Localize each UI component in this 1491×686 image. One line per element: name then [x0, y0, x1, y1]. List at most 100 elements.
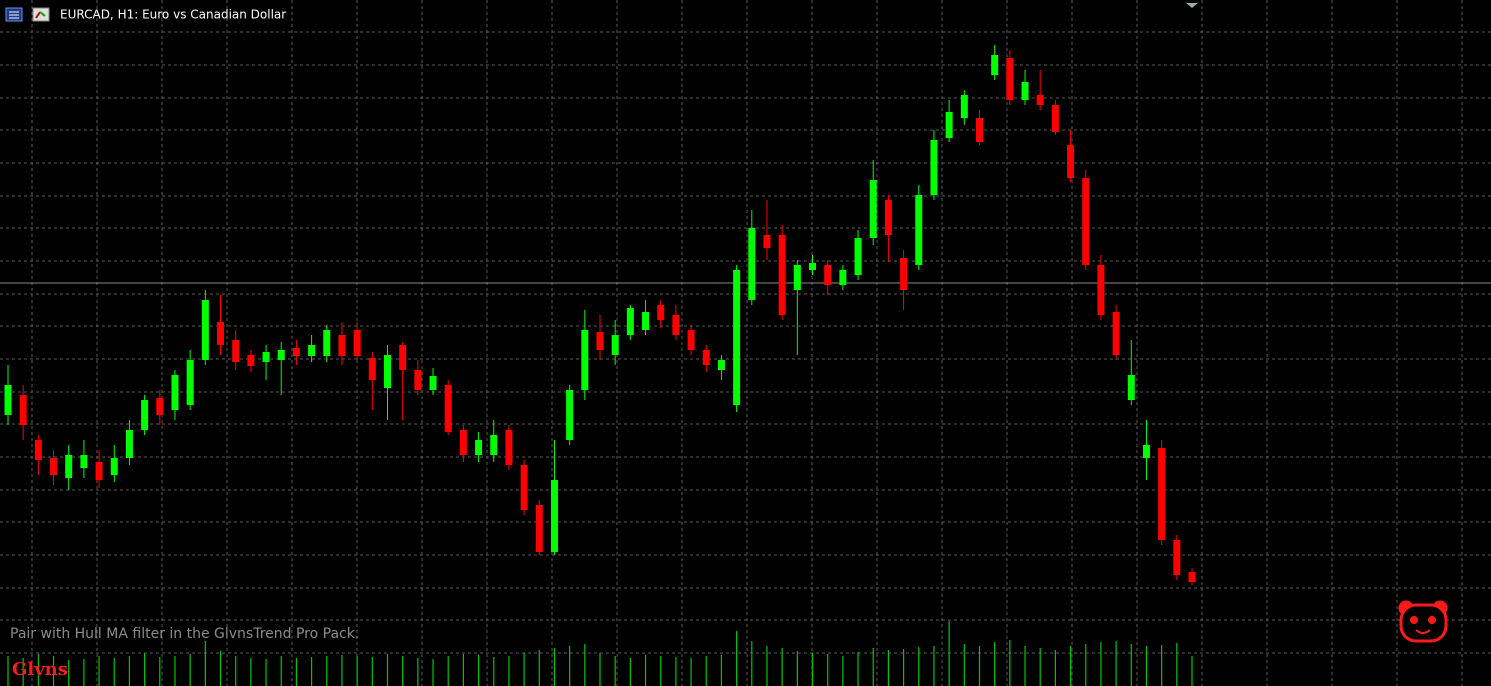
chart-title: EURCAD, H1: Euro vs Canadian Dollar [60, 8, 286, 22]
candle [1127, 340, 1135, 405]
candle-body [642, 312, 650, 330]
candle-body [65, 455, 73, 478]
candle-body [368, 358, 376, 380]
candle-body [1051, 105, 1059, 132]
candle [1006, 50, 1014, 105]
candle [733, 265, 741, 412]
candle [277, 342, 285, 395]
candle [642, 300, 650, 335]
candle [217, 295, 225, 355]
candle [444, 380, 452, 435]
candle-body [930, 140, 938, 195]
candle-body [1097, 265, 1105, 315]
candle [232, 330, 240, 370]
candle [1051, 100, 1059, 135]
candle [884, 195, 892, 262]
candle [95, 450, 103, 488]
candle [748, 210, 756, 305]
candle [824, 260, 832, 295]
candle-body [399, 345, 407, 370]
candle [156, 390, 164, 425]
candle [960, 90, 968, 125]
candle [915, 185, 923, 270]
candle [4, 365, 12, 425]
panda-icon [1398, 600, 1448, 643]
candle [687, 325, 695, 355]
candle [1158, 440, 1166, 545]
candle-body [1006, 58, 1014, 100]
candle [596, 315, 604, 360]
candle-body [323, 330, 331, 356]
panda-mouth [1415, 629, 1431, 634]
candle [520, 460, 528, 515]
candle [778, 225, 786, 320]
candle-body [1082, 178, 1090, 265]
candle [34, 435, 42, 475]
icon-line [39, 11, 46, 17]
candle-body [611, 335, 619, 355]
candle-body [975, 118, 983, 142]
candle [414, 360, 422, 395]
candle-body [733, 270, 741, 405]
candle [383, 345, 391, 420]
candle-body [672, 315, 680, 335]
candle [490, 420, 498, 462]
candle-body [991, 55, 999, 75]
candle-body [869, 180, 877, 238]
candle-body [171, 375, 179, 410]
candle-body [717, 360, 725, 370]
candle [991, 45, 999, 80]
candle-body [383, 355, 391, 388]
candle [869, 160, 877, 245]
candle-body [277, 350, 285, 360]
candle [945, 100, 953, 142]
candle-body [657, 305, 665, 320]
candle-body [793, 265, 801, 290]
candle [459, 425, 467, 462]
candle [839, 265, 847, 290]
candle [900, 250, 908, 310]
candle-body [201, 300, 209, 360]
candle [65, 445, 73, 490]
candle-body [459, 430, 467, 455]
candle [717, 355, 725, 380]
candle-body [960, 95, 968, 118]
candle [1067, 130, 1075, 182]
candle-body [156, 398, 164, 415]
candle [399, 342, 407, 420]
candle [247, 350, 255, 372]
chart-icon[interactable] [32, 7, 50, 22]
candle-body [444, 385, 452, 432]
candle-body [217, 322, 225, 345]
candle [1082, 170, 1090, 270]
candle-body [1142, 445, 1150, 458]
candle [657, 300, 665, 328]
candle-body [34, 440, 42, 460]
header-icons[interactable] [5, 7, 50, 22]
candle [1112, 305, 1120, 360]
candle [50, 450, 58, 485]
annotation: Pair with Hull MA filter in the GlvnsTre… [10, 626, 359, 642]
candle [626, 305, 634, 340]
candle-body [581, 330, 589, 390]
candle [702, 345, 710, 372]
candle-body [884, 200, 892, 235]
candle [368, 352, 376, 410]
candle-body [778, 235, 786, 315]
candle [292, 340, 300, 365]
logo-text: Glvns [12, 659, 68, 680]
candle-body [4, 385, 12, 415]
candle [323, 325, 331, 362]
candle-body [80, 455, 88, 468]
candle [1142, 420, 1150, 480]
candle [201, 290, 209, 365]
candle-body [1158, 448, 1166, 540]
candle [262, 345, 270, 380]
candle [505, 425, 513, 470]
candle [80, 440, 88, 478]
candle-body [125, 430, 133, 458]
candle [566, 385, 574, 445]
candle-body [520, 465, 528, 510]
